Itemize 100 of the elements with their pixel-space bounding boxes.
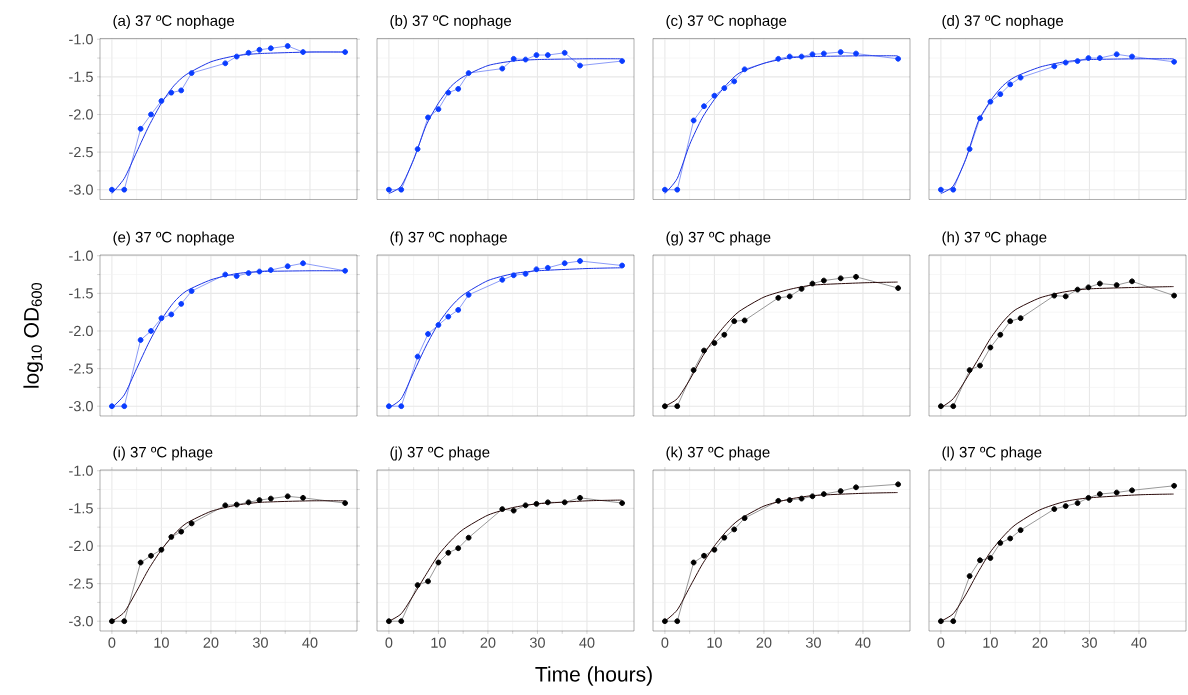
point xyxy=(775,497,782,504)
point xyxy=(300,494,306,501)
point xyxy=(619,58,626,64)
point xyxy=(445,313,452,320)
point xyxy=(398,618,405,625)
point xyxy=(798,495,805,502)
point xyxy=(342,267,349,274)
point xyxy=(522,502,529,509)
y-tick-label: -3.0 xyxy=(69,616,93,627)
point xyxy=(561,260,568,267)
point xyxy=(977,362,983,369)
point xyxy=(148,111,154,118)
point xyxy=(533,500,540,507)
x-tick-label: 10 xyxy=(983,637,998,648)
point xyxy=(577,494,583,501)
point xyxy=(188,70,195,76)
point xyxy=(966,367,973,373)
point xyxy=(701,103,707,110)
point xyxy=(386,618,392,625)
point xyxy=(137,559,144,566)
point xyxy=(425,578,431,585)
point xyxy=(661,186,668,193)
point xyxy=(997,91,1004,98)
point xyxy=(435,559,442,566)
point xyxy=(577,62,583,69)
point xyxy=(741,66,748,73)
point xyxy=(499,276,506,283)
point xyxy=(1017,315,1024,322)
point xyxy=(1129,53,1135,60)
point xyxy=(820,50,827,57)
chart-title: (l) 37 ºC phage xyxy=(942,446,1042,461)
point xyxy=(533,52,540,58)
y-tick-label: -1.0 xyxy=(69,250,93,261)
point xyxy=(619,262,626,269)
point xyxy=(997,540,1004,546)
point xyxy=(267,45,274,52)
point xyxy=(1096,55,1103,61)
point xyxy=(731,78,738,85)
point xyxy=(690,367,697,373)
point xyxy=(425,114,431,121)
point xyxy=(853,50,859,57)
point xyxy=(1007,318,1014,325)
x-tick-label: 30 xyxy=(1081,637,1097,648)
point xyxy=(977,115,983,122)
chart-title: (j) 37 ºC phage xyxy=(390,446,490,461)
point xyxy=(284,43,291,49)
point xyxy=(148,552,154,559)
y-axis-title: log$_{10}$ OD$_{600}$ xyxy=(23,282,43,388)
point xyxy=(561,499,568,506)
point xyxy=(775,55,782,62)
point xyxy=(267,267,274,273)
point xyxy=(148,328,154,334)
point xyxy=(1113,489,1120,496)
point xyxy=(445,89,452,96)
point xyxy=(977,557,983,564)
y-tick-label: -3.0 xyxy=(69,401,93,412)
point xyxy=(300,260,306,267)
point xyxy=(499,65,506,72)
point xyxy=(256,497,263,503)
point xyxy=(1129,487,1135,494)
point xyxy=(1096,491,1103,497)
point xyxy=(510,507,517,514)
point xyxy=(1051,63,1058,70)
y-tick-label: -2.0 xyxy=(69,325,93,337)
chart-title: (c) 37 ºC nophage xyxy=(666,14,787,29)
point xyxy=(895,55,902,62)
y-tick-label: -1.5 xyxy=(69,71,93,82)
point xyxy=(741,317,748,324)
point xyxy=(544,499,551,506)
point xyxy=(809,280,816,287)
point xyxy=(741,515,748,522)
chart-title: (a) 37 ºC nophage xyxy=(113,14,235,29)
point xyxy=(1171,292,1178,299)
point xyxy=(121,618,128,625)
point xyxy=(1074,286,1081,293)
x-tick-label: 0 xyxy=(385,637,393,648)
x-axis-title: Time (hours) xyxy=(535,666,652,686)
point xyxy=(1129,278,1135,285)
point xyxy=(966,573,973,579)
point xyxy=(137,337,144,343)
point xyxy=(499,506,506,513)
point xyxy=(1171,482,1178,489)
y-tick-label: -2.5 xyxy=(69,146,93,158)
point xyxy=(342,49,349,55)
y-tick-label: -2.5 xyxy=(69,363,93,374)
point xyxy=(853,484,859,491)
point xyxy=(267,495,274,502)
point xyxy=(398,403,405,410)
point xyxy=(721,85,728,92)
point xyxy=(544,264,551,271)
point xyxy=(937,618,944,625)
point xyxy=(544,52,551,58)
y-tick-label: -1.0 xyxy=(69,34,93,45)
point xyxy=(342,500,349,506)
chart-title: (g) 37 ºC phage xyxy=(666,231,771,246)
point xyxy=(786,53,793,60)
point xyxy=(987,555,994,561)
point xyxy=(950,186,957,193)
point xyxy=(820,491,827,497)
point xyxy=(690,559,697,566)
